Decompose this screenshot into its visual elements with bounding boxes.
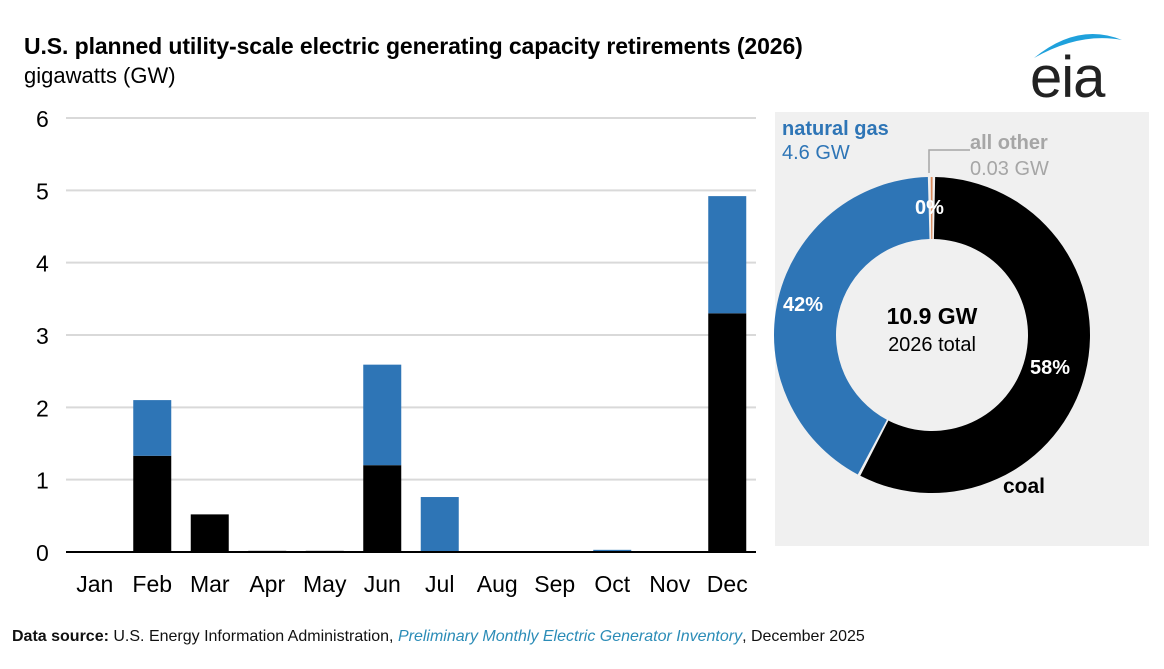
- all-other-name: all other: [970, 132, 1048, 154]
- x-tick-label: Sep: [534, 571, 575, 597]
- bar-natural-gas-jun: [363, 364, 402, 466]
- bar-coal-feb: [133, 455, 172, 552]
- donut-slice-natural-gas: [773, 177, 930, 475]
- x-tick-label: Jun: [364, 571, 401, 597]
- donut-slice-all-other: [930, 177, 933, 240]
- bar-natural-gas-feb: [133, 400, 172, 456]
- x-tick-label: Aug: [477, 571, 518, 597]
- natural-gas-name: natural gas: [782, 118, 889, 140]
- donut-slice-coal: [860, 177, 1091, 493]
- x-tick-label: Nov: [649, 571, 690, 597]
- coal-percent: 58%: [1030, 357, 1071, 379]
- bar-coal-dec: [708, 313, 747, 552]
- donut-center-value: 10.9 GW: [886, 303, 978, 329]
- y-axis-unit-label: gigawatts (GW): [24, 63, 176, 88]
- bar-coal-jun: [363, 465, 402, 552]
- x-tick-label: May: [303, 571, 347, 597]
- y-tick-label: 2: [36, 395, 49, 421]
- y-tick-label: 6: [36, 106, 49, 132]
- eia-logo: eia: [1030, 45, 1105, 110]
- coal-label: coal: [1003, 475, 1046, 498]
- y-tick-label: 5: [36, 178, 49, 204]
- bar-natural-gas-jul: [420, 497, 459, 552]
- x-tick-label: Oct: [594, 571, 630, 597]
- source-date: , December 2025: [742, 628, 865, 645]
- x-tick-label: Feb: [132, 571, 172, 597]
- x-tick-label: Jan: [76, 571, 113, 597]
- bar-natural-gas-oct: [593, 549, 632, 552]
- data-source-footer: Data source: U.S. Energy Information Adm…: [12, 628, 865, 646]
- x-tick-label: Jul: [425, 571, 454, 597]
- bar-natural-gas-dec: [708, 196, 747, 314]
- all-other-label: all other 0.03 GW: [970, 130, 1049, 182]
- source-publication: Preliminary Monthly Electric Generator I…: [397, 628, 743, 645]
- bar-coal-mar: [190, 514, 229, 552]
- all-other-percent: 0%: [915, 197, 944, 219]
- all-other-leader-line: [928, 149, 970, 173]
- natural-gas-percent: 42%: [783, 294, 824, 316]
- x-tick-label: Dec: [707, 571, 748, 597]
- natural-gas-label: natural gas 4.6 GW: [782, 117, 889, 165]
- source-org: U.S. Energy Information Administration,: [113, 628, 394, 645]
- all-other-value: 0.03 GW: [970, 158, 1049, 180]
- eia-logo-arc-icon: [1034, 34, 1122, 58]
- bar-chart: 0 1 2 3 4 5 6 Jan Feb Mar Apr May Jun Jul Aug Sep Oct Nov…: [36, 106, 756, 597]
- x-tick-label: Mar: [190, 571, 230, 597]
- chart-title: U.S. planned utility-scale electric gene…: [24, 33, 803, 59]
- y-tick-label: 1: [36, 468, 49, 494]
- y-tick-label: 3: [36, 323, 49, 349]
- natural-gas-value: 4.6 GW: [782, 142, 850, 164]
- y-tick-label: 0: [36, 540, 49, 566]
- donut-chart: [773, 149, 1091, 493]
- source-label: Data source:: [12, 628, 109, 645]
- x-tick-label: Apr: [249, 571, 285, 597]
- donut-center-label: 2026 total: [888, 334, 976, 356]
- y-tick-label: 4: [36, 251, 49, 277]
